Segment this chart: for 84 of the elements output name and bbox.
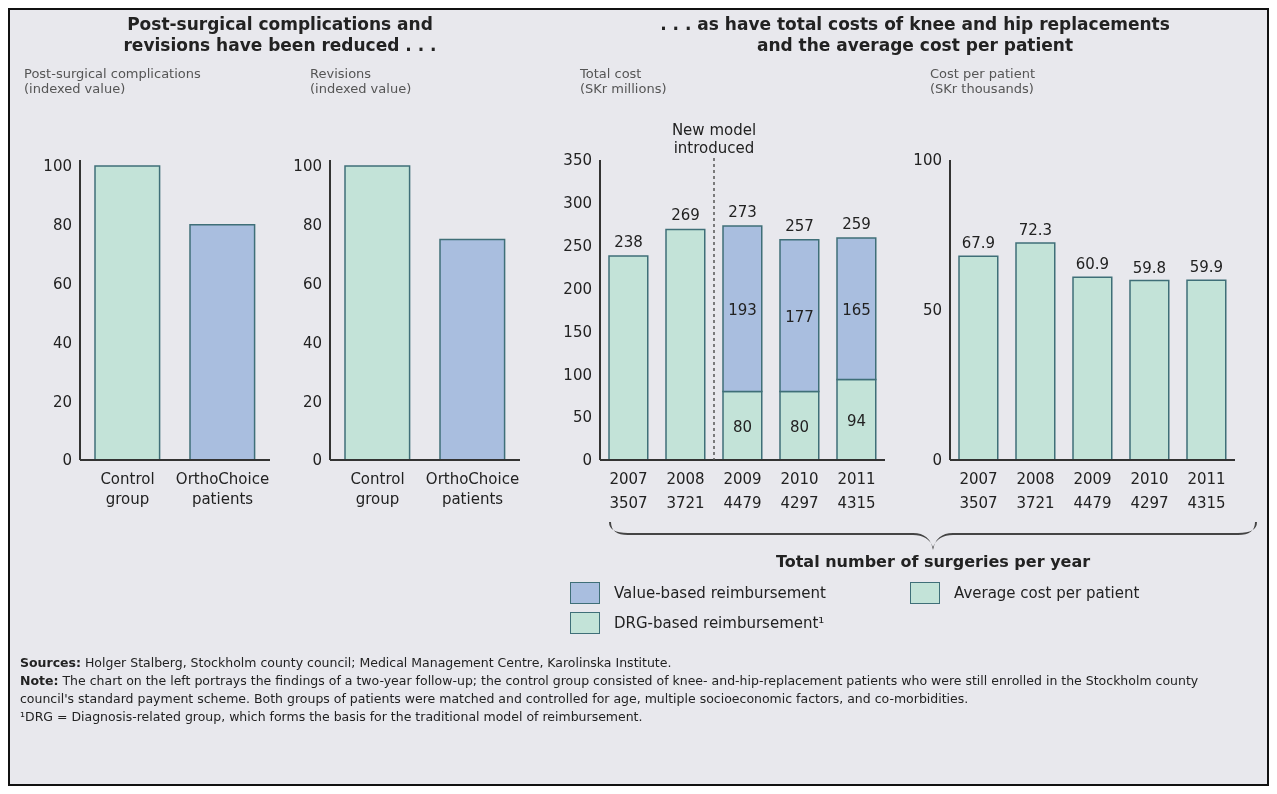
chart-title: Post-surgical complications and revisions have been reduced . . . — [122, 14, 438, 56]
y-tick-label: 40 — [302, 333, 322, 352]
source-note: Sources: Holger Stalberg, Stockholm county council; Medical Management Centre, Karolinska Institute. — [20, 654, 673, 672]
x-tick-label: 2007 — [959, 470, 998, 488]
data-label: 177 — [785, 307, 814, 326]
bar — [958, 255, 999, 460]
y-tick-label: 100 — [913, 151, 942, 170]
y-tick-label: 0 — [582, 451, 592, 470]
y-axis-title: Cost per patient (SKr thousands) — [930, 66, 1037, 96]
text: 4315 — [837, 494, 876, 512]
bar — [1129, 279, 1170, 460]
y-tick-label: 100 — [563, 365, 592, 384]
data-label: 165 — [842, 300, 871, 319]
data-label: 80 — [789, 417, 810, 436]
total-label: 257 — [785, 216, 814, 235]
text: 3507 — [959, 494, 998, 512]
y-tick-label: 60 — [302, 274, 322, 293]
y-tick-label: 80 — [302, 216, 322, 235]
total-label: 273 — [728, 203, 757, 221]
bar — [665, 228, 706, 460]
total-label: 269 — [671, 206, 700, 225]
x-tick-label: 2008 — [666, 470, 705, 488]
x-tick-label: 2007 — [609, 470, 648, 488]
y-tick-label: 20 — [302, 392, 322, 411]
y-tick-label: 200 — [563, 279, 592, 298]
data-label: 72.3 — [1018, 221, 1053, 240]
y-axis-title: Total cost (SKr millions) — [580, 66, 668, 96]
y-tick-label: 0 — [62, 451, 72, 470]
data-label: 80 — [732, 417, 753, 436]
x-tick-label: OrthoChoice patients — [175, 470, 270, 508]
y-tick-label: 80 — [52, 216, 72, 235]
text: 4297 — [780, 494, 819, 512]
y-tick-label: 350 — [563, 151, 592, 170]
data-label: 60.9 — [1075, 255, 1110, 274]
x-tick-label: 2010 — [780, 470, 819, 488]
x-tick-label: Control group — [100, 470, 155, 508]
y-tick-label: 20 — [52, 392, 72, 411]
legend-label: Average cost per patient — [954, 584, 1140, 602]
y-tick-label: 300 — [563, 194, 592, 213]
text: 4297 — [1130, 494, 1169, 512]
y-tick-label: 40 — [52, 333, 72, 352]
text: 4315 — [1187, 494, 1226, 512]
y-tick-label: 150 — [563, 322, 592, 341]
y-axis-title: Revisions (indexed value) — [310, 66, 413, 96]
bar — [1015, 242, 1056, 460]
text: 3721 — [666, 494, 705, 512]
text: 3507 — [609, 494, 648, 512]
x-tick-label: 2010 — [1130, 470, 1169, 488]
x-tick-label: 2008 — [1016, 470, 1055, 488]
text: Note: The chart on the left portrays the findings of a two-year follow-up; the control group consisted of knee- and-hip-replacement patients who were still enrolled in the Stockholm county council's standard payment scheme. Both groups of patients were matched and controlled for age, multiple socioeconomic factors, and co-morbidities. — [20, 672, 1200, 708]
y-tick-label: 0 — [932, 451, 942, 470]
y-tick-label: 50 — [572, 408, 592, 427]
text: 4479 — [1073, 494, 1112, 512]
x-tick-label: OrthoChoice patients — [425, 470, 520, 508]
text: New model introduced — [671, 121, 757, 157]
y-tick-label: 60 — [52, 274, 72, 293]
y-tick-label: 50 — [922, 301, 942, 320]
y-tick-label: 0 — [312, 451, 322, 470]
legend-label: Value-based reimbursement — [614, 584, 826, 602]
text: Total number of surgeries per year — [774, 552, 1092, 571]
x-tick-label: Control group — [350, 470, 405, 508]
y-axis-title: Post-surgical complications (indexed value) — [24, 66, 202, 96]
x-tick-label: 2009 — [723, 470, 762, 488]
data-label: 94 — [846, 411, 867, 430]
data-label: 59.8 — [1132, 258, 1167, 277]
text: 4479 — [723, 494, 762, 512]
data-label: 59.9 — [1189, 258, 1224, 277]
text: ¹DRG = Diagnosis-related group, which forms the basis for the traditional model of reimbursement. — [20, 708, 644, 726]
y-tick-label: 100 — [293, 157, 322, 176]
x-tick-label: 2009 — [1073, 470, 1112, 488]
x-tick-label: 2011 — [1187, 470, 1226, 488]
legend-label: DRG-based reimbursement¹ — [614, 614, 825, 632]
y-tick-label: 250 — [563, 237, 592, 256]
total-label: 238 — [614, 233, 643, 251]
data-label: 193 — [728, 300, 757, 319]
bar — [1186, 279, 1227, 460]
x-tick-label: 2011 — [837, 470, 876, 488]
text: 3721 — [1016, 494, 1055, 512]
total-label: 259 — [842, 215, 871, 233]
bar — [608, 255, 649, 460]
chart-title: . . . as have total costs of knee and hip replacements and the average cost per patient — [659, 14, 1171, 56]
data-label: 67.9 — [961, 234, 996, 253]
bar — [1072, 276, 1113, 460]
y-tick-label: 100 — [43, 157, 72, 176]
